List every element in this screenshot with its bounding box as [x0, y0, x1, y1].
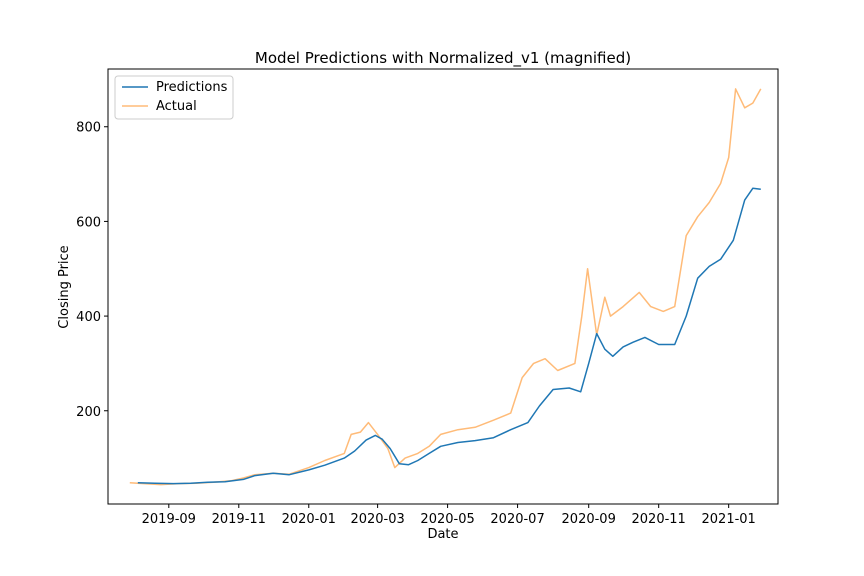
legend-label-actual: Actual	[156, 99, 197, 114]
x-tick-label: 2019-11	[212, 512, 266, 527]
x-tick-label: 2020-01	[282, 512, 336, 527]
predictions-line	[137, 187, 761, 485]
y-tick-label: 400	[76, 310, 101, 325]
y-tick-label: 800	[76, 121, 101, 136]
plot-area	[129, 88, 762, 486]
x-tick-label: 2021-01	[702, 512, 756, 527]
chart-title: Model Predictions with Normalized_v1 (ma…	[255, 49, 631, 68]
x-axis: 2019-09 2019-11 2020-01 2020-03 2020-05 2020-…	[142, 504, 756, 527]
y-tick-label: 200	[76, 405, 101, 420]
y-axis: 200 400 600 800	[76, 121, 108, 420]
x-tick-label: 2020-09	[562, 512, 616, 527]
x-tick-label: 2020-11	[632, 512, 686, 527]
x-tick-label: 2020-03	[350, 512, 404, 527]
actual-line	[129, 88, 762, 486]
x-tick-label: 2020-05	[420, 512, 474, 527]
x-tick-label: 2019-09	[142, 512, 196, 527]
y-tick-label: 600	[76, 215, 101, 230]
legend-label-predictions: Predictions	[156, 80, 228, 95]
x-axis-label: Date	[427, 527, 458, 542]
y-axis-label: Closing Price	[57, 245, 72, 328]
plot-frame	[107, 68, 779, 505]
legend: Predictions Actual	[114, 75, 234, 120]
x-tick-label: 2020-07	[490, 512, 544, 527]
